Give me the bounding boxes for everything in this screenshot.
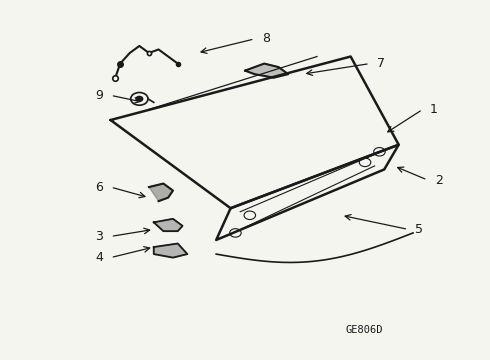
Polygon shape [245,64,288,78]
Text: 5: 5 [416,223,423,236]
Text: GE806D: GE806D [346,325,383,335]
Text: 1: 1 [430,103,438,116]
Polygon shape [154,243,187,258]
Polygon shape [154,219,183,231]
Polygon shape [149,184,173,201]
Text: 8: 8 [262,32,270,45]
Circle shape [136,96,143,101]
Text: 6: 6 [96,181,103,194]
Text: 7: 7 [377,57,385,70]
Text: 4: 4 [96,251,103,264]
Text: 3: 3 [96,230,103,243]
Text: 9: 9 [96,89,103,102]
Text: 2: 2 [435,174,442,186]
